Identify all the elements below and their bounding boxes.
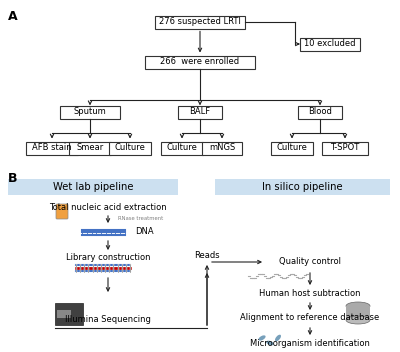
Text: 266  were enrolled: 266 were enrolled <box>160 57 240 67</box>
Text: AFB stain: AFB stain <box>32 144 72 152</box>
Text: DNA: DNA <box>135 227 154 237</box>
Text: BALF: BALF <box>190 107 210 117</box>
Text: Illumina Sequencing: Illumina Sequencing <box>65 315 151 325</box>
FancyBboxPatch shape <box>346 306 370 320</box>
Text: B: B <box>8 172 18 185</box>
FancyBboxPatch shape <box>60 106 120 119</box>
FancyBboxPatch shape <box>55 303 83 325</box>
Ellipse shape <box>275 335 281 341</box>
Text: Reads: Reads <box>194 251 220 259</box>
Ellipse shape <box>346 316 370 324</box>
Text: RNase treatment: RNase treatment <box>118 216 163 221</box>
FancyBboxPatch shape <box>145 56 255 69</box>
FancyBboxPatch shape <box>322 142 368 155</box>
Text: Blood: Blood <box>308 107 332 117</box>
FancyBboxPatch shape <box>109 142 151 155</box>
FancyBboxPatch shape <box>57 310 71 318</box>
Text: Microorganism identification: Microorganism identification <box>250 339 370 347</box>
Text: A: A <box>8 10 18 23</box>
Text: Total nucleic acid extraction: Total nucleic acid extraction <box>49 202 167 212</box>
FancyBboxPatch shape <box>178 106 222 119</box>
FancyBboxPatch shape <box>69 142 111 155</box>
FancyBboxPatch shape <box>56 204 68 219</box>
Text: Sputum: Sputum <box>74 107 106 117</box>
Text: In silico pipeline: In silico pipeline <box>262 182 342 192</box>
Text: mNGS: mNGS <box>209 144 235 152</box>
FancyBboxPatch shape <box>202 142 242 155</box>
Ellipse shape <box>266 341 274 345</box>
FancyBboxPatch shape <box>271 142 313 155</box>
Text: 10 excluded: 10 excluded <box>304 39 356 49</box>
Text: Human host subtraction: Human host subtraction <box>259 289 361 297</box>
Text: Wet lab pipeline: Wet lab pipeline <box>53 182 133 192</box>
FancyBboxPatch shape <box>161 142 203 155</box>
Text: T-SPOT: T-SPOT <box>330 144 360 152</box>
FancyBboxPatch shape <box>8 179 178 195</box>
Text: Smear: Smear <box>76 144 104 152</box>
FancyBboxPatch shape <box>26 142 78 155</box>
FancyBboxPatch shape <box>215 179 390 195</box>
FancyBboxPatch shape <box>155 15 245 29</box>
Ellipse shape <box>346 302 370 310</box>
Ellipse shape <box>258 335 266 341</box>
FancyBboxPatch shape <box>300 38 360 50</box>
Text: Library construction: Library construction <box>66 253 150 263</box>
Text: Culture: Culture <box>276 144 308 152</box>
Text: Culture: Culture <box>114 144 146 152</box>
Text: Alignment to reference database: Alignment to reference database <box>240 314 380 322</box>
Text: Culture: Culture <box>166 144 198 152</box>
Text: 276 suspected LRTI: 276 suspected LRTI <box>159 18 241 26</box>
FancyBboxPatch shape <box>298 106 342 119</box>
Text: Quality control: Quality control <box>279 258 341 266</box>
